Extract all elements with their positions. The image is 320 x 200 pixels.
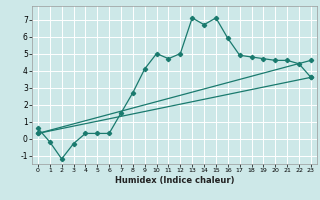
X-axis label: Humidex (Indice chaleur): Humidex (Indice chaleur) (115, 176, 234, 185)
